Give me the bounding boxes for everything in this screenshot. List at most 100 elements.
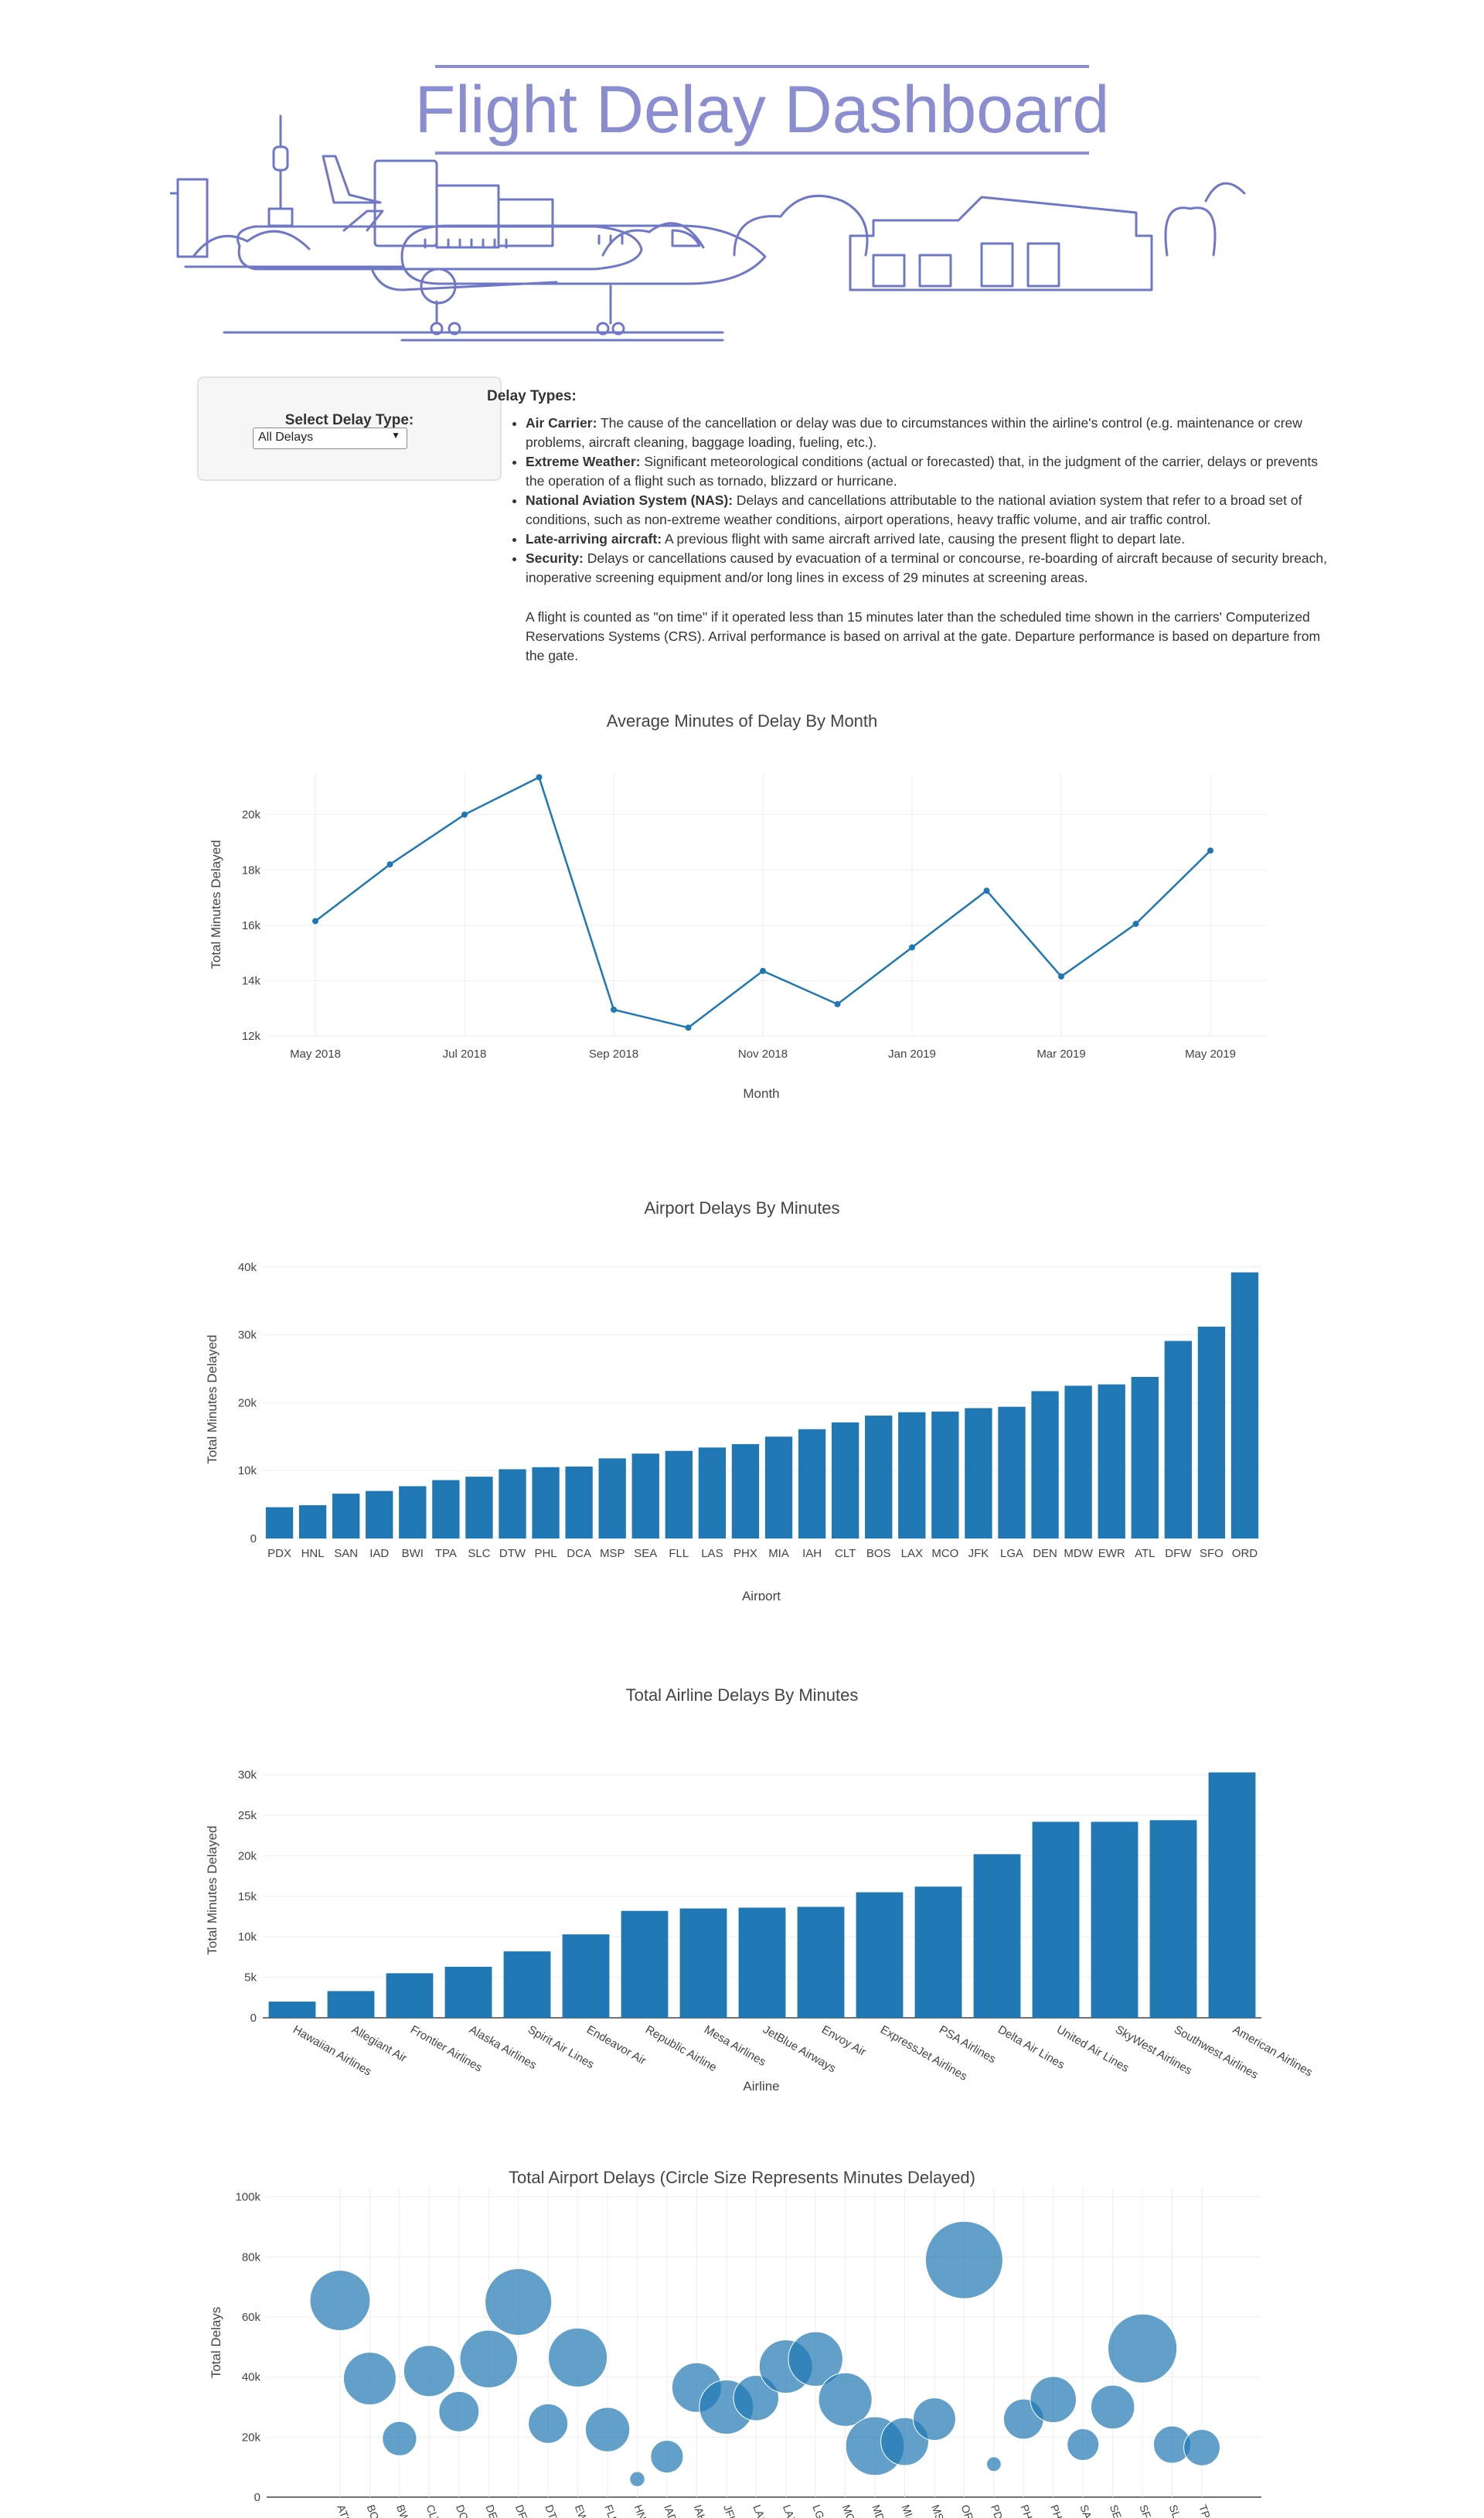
data-point (685, 1024, 692, 1031)
y-tick-label: 60k (242, 2311, 261, 2324)
bubble (733, 2375, 780, 2421)
bar (621, 1910, 669, 2018)
bubble (342, 2352, 397, 2406)
delay-definition: Delays or cancellations caused by evacua… (526, 550, 1327, 585)
airport-skyline-illustration (170, 114, 1246, 342)
y-tick-label: 10k (238, 1464, 257, 1477)
y-tick-label: 20k (238, 1849, 257, 1862)
bar (738, 1907, 786, 2018)
data-point (1207, 847, 1213, 854)
bubble (548, 2327, 608, 2387)
x-tick-label: SEA (1108, 2503, 1127, 2518)
y-tick-label: 30k (238, 1769, 257, 1782)
bar (731, 1443, 760, 1538)
bar (679, 1908, 727, 2018)
x-tick-label: Nov 2018 (738, 1048, 788, 1061)
bar (998, 1406, 1026, 1538)
list-item: Air Carrier: The cause of the cancellati… (526, 414, 1329, 452)
bubble (924, 2220, 1003, 2299)
x-tick-label: CLT (835, 1547, 856, 1560)
x-tick-label: EWR (1098, 1547, 1125, 1560)
page-title: Flight Delay Dashboard (414, 73, 1110, 147)
x-tick-label: TPA (1196, 2503, 1215, 2518)
y-tick-label: 40k (242, 2371, 261, 2384)
bubble (438, 2390, 480, 2432)
bubble (528, 2403, 569, 2444)
delay-type-panel: Select Delay Type: All Delays ▼ (197, 377, 502, 481)
y-axis-label: Total Minutes Delayed (205, 1825, 220, 1954)
delay-definition: Significant meteorological conditions (a… (526, 454, 1318, 489)
x-tick-label: Sep 2018 (589, 1048, 638, 1061)
airport-delay-bubble-chart: Total Airport Delays (Circle Size Repres… (209, 2168, 1261, 2518)
x-tick-label: HNL (632, 2503, 652, 2518)
bubble (629, 2471, 645, 2487)
bar (931, 1411, 959, 1538)
x-axis-label: Airline (743, 2079, 779, 2094)
x-tick-label: BOS (866, 1547, 891, 1560)
delay-term: Security: (526, 550, 584, 566)
y-tick-label: 20k (242, 809, 261, 822)
bar (366, 1491, 393, 1538)
list-item: Extreme Weather: Significant meteorologi… (526, 452, 1329, 491)
y-tick-label: 0 (254, 2491, 260, 2504)
x-tick-label: DTW (499, 1547, 526, 1560)
x-tick-label: SAN (334, 1547, 358, 1560)
y-tick-label: 100k (235, 2191, 260, 2204)
x-tick-label: FLL (602, 2503, 620, 2518)
x-tick-label: IAD (369, 1547, 389, 1560)
data-point (536, 774, 543, 781)
y-tick-label: 18k (242, 864, 261, 877)
y-tick-label: 0 (250, 2012, 257, 2025)
bar (1032, 1821, 1080, 2018)
bubble (818, 2372, 873, 2427)
bar (1230, 1272, 1259, 1538)
bar (764, 1436, 793, 1538)
bubble (1107, 2313, 1178, 2383)
y-tick-label: 12k (242, 1030, 261, 1043)
x-tick-label: PDX (989, 2503, 1008, 2518)
delay-definition: The cause of the cancellation or delay w… (526, 415, 1302, 450)
x-tick-label: MSP (600, 1547, 625, 1560)
bar (432, 1480, 460, 1538)
data-point (611, 1007, 617, 1013)
bubble (650, 2439, 684, 2474)
x-tick-label: BWI (402, 1547, 424, 1560)
delay-type-select[interactable]: All Delays ▼ (253, 428, 407, 449)
bar (268, 2002, 316, 2018)
bar (1091, 1821, 1139, 2018)
y-tick-label: 16k (242, 919, 261, 932)
bar (532, 1467, 560, 1538)
x-tick-label: PHL (1018, 2503, 1036, 2518)
y-axis-label: Total Minutes Delayed (205, 1334, 220, 1463)
delay-type-descriptions: Delay Types: Air Carrier: The cause of t… (487, 387, 1329, 666)
bubble (584, 2407, 631, 2452)
x-tick-label: LGA (810, 2503, 829, 2518)
data-point (909, 944, 915, 951)
data-point (834, 1000, 841, 1007)
x-tick-label: PHL (534, 1547, 556, 1560)
bar (797, 1906, 845, 2018)
y-tick-label: 20k (238, 1396, 257, 1409)
x-tick-label: DCA (567, 1547, 591, 1560)
dashboard-header: Flight Delay Dashboard (0, 0, 1484, 348)
x-tick-label: ORD (959, 2503, 979, 2518)
x-tick-label: JFK (968, 1547, 989, 1560)
bar (965, 1408, 992, 1538)
bar (832, 1422, 859, 1538)
bar (1149, 1820, 1197, 2018)
bar (327, 1991, 375, 2018)
title-banner: Flight Delay Dashboard (415, 65, 1109, 155)
bar (598, 1458, 626, 1538)
bubble (985, 2456, 1002, 2472)
chart-title: Total Airport Delays (Circle Size Repres… (509, 2168, 975, 2187)
x-tick-label: DCA (454, 2503, 473, 2518)
y-tick-label: 0 (250, 1532, 257, 1545)
bar (465, 1477, 493, 1538)
bar (565, 1466, 593, 1538)
x-tick-label: DEN (483, 2503, 502, 2518)
x-tick-label: Jul 2018 (443, 1048, 487, 1061)
x-tick-label: SFO (1200, 1547, 1224, 1560)
bar (265, 1507, 294, 1538)
x-tick-label: SAN (1077, 2503, 1097, 2518)
bar (1064, 1385, 1092, 1538)
